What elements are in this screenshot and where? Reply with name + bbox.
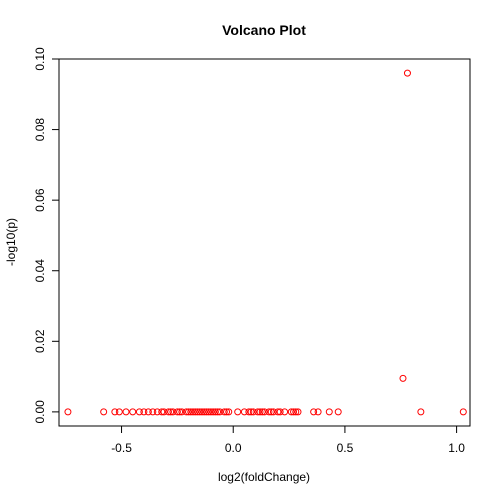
data-point [176, 408, 184, 416]
data-point [254, 408, 262, 416]
data-point [403, 69, 411, 77]
y-tick-label: 0.00 [33, 400, 47, 424]
data-point [178, 408, 186, 416]
data-point [182, 408, 190, 416]
data-point [173, 408, 181, 416]
data-point [267, 408, 275, 416]
data-point [314, 408, 322, 416]
y-tick-label: 0.04 [33, 259, 47, 283]
data-point [158, 408, 166, 416]
data-point [325, 408, 333, 416]
data-point [258, 408, 266, 416]
data-point [292, 408, 300, 416]
data-point [290, 408, 298, 416]
data-point [247, 408, 255, 416]
x-axis-label: log2(foldChange) [218, 470, 310, 484]
data-point [198, 408, 206, 416]
y-tick-label: 0.10 [33, 47, 47, 71]
data-point [189, 408, 197, 416]
data-point [459, 408, 467, 416]
data-point [287, 408, 295, 416]
plot-frame [58, 58, 471, 427]
data-point [144, 408, 152, 416]
data-point [115, 408, 123, 416]
y-axis-label: -log10(p) [4, 218, 18, 266]
data-point [225, 408, 233, 416]
data-point [205, 408, 213, 416]
data-point [122, 408, 130, 416]
data-point [261, 408, 268, 416]
x-tick-label: -0.5 [111, 441, 132, 455]
data-point [276, 408, 284, 416]
data-point [187, 408, 195, 416]
data-point [64, 408, 72, 416]
y-tick-label: 0.02 [33, 329, 47, 353]
y-tick-label: 0.06 [33, 188, 47, 212]
data-point [220, 408, 228, 416]
data-point [274, 408, 282, 416]
x-axis: -0.5 0.0 0.5 1.0 [111, 425, 465, 455]
data-point [135, 408, 143, 416]
data-point [281, 408, 289, 416]
data-point [294, 408, 302, 416]
data-point [193, 408, 201, 416]
data-point [111, 408, 119, 416]
data-point [399, 374, 407, 382]
data-point [256, 408, 264, 416]
data-point [100, 408, 108, 416]
data-point [209, 408, 217, 416]
data-point [245, 408, 253, 416]
data-point [169, 408, 177, 416]
x-tick-label: 0.5 [337, 441, 354, 455]
data-point [249, 408, 257, 416]
data-point [234, 408, 242, 416]
data-point [191, 408, 199, 416]
data-points [64, 69, 467, 416]
y-axis: 0.00 0.02 0.04 0.06 0.08 0.10 [33, 47, 60, 424]
chart-title: Volcano Plot [222, 22, 306, 38]
data-point [211, 408, 219, 416]
data-point [149, 408, 157, 416]
data-point [140, 408, 148, 416]
data-point [265, 408, 273, 416]
data-point [164, 408, 172, 416]
y-tick-label: 0.08 [33, 118, 47, 142]
data-point [269, 408, 277, 416]
data-point [202, 408, 210, 416]
data-point [196, 408, 204, 416]
data-point [185, 408, 193, 416]
data-point [200, 408, 208, 416]
data-point [417, 408, 425, 416]
data-point [216, 408, 224, 416]
x-tick-label: 1.0 [448, 441, 465, 455]
data-point [214, 408, 222, 416]
data-point [207, 408, 215, 416]
data-point [310, 408, 318, 416]
data-point [334, 408, 342, 416]
data-point [240, 408, 248, 416]
data-point [167, 408, 175, 416]
data-point [223, 408, 231, 416]
data-point [160, 408, 168, 416]
data-point [153, 408, 161, 416]
x-tick-label: 0.0 [225, 441, 242, 455]
data-point [129, 408, 137, 416]
